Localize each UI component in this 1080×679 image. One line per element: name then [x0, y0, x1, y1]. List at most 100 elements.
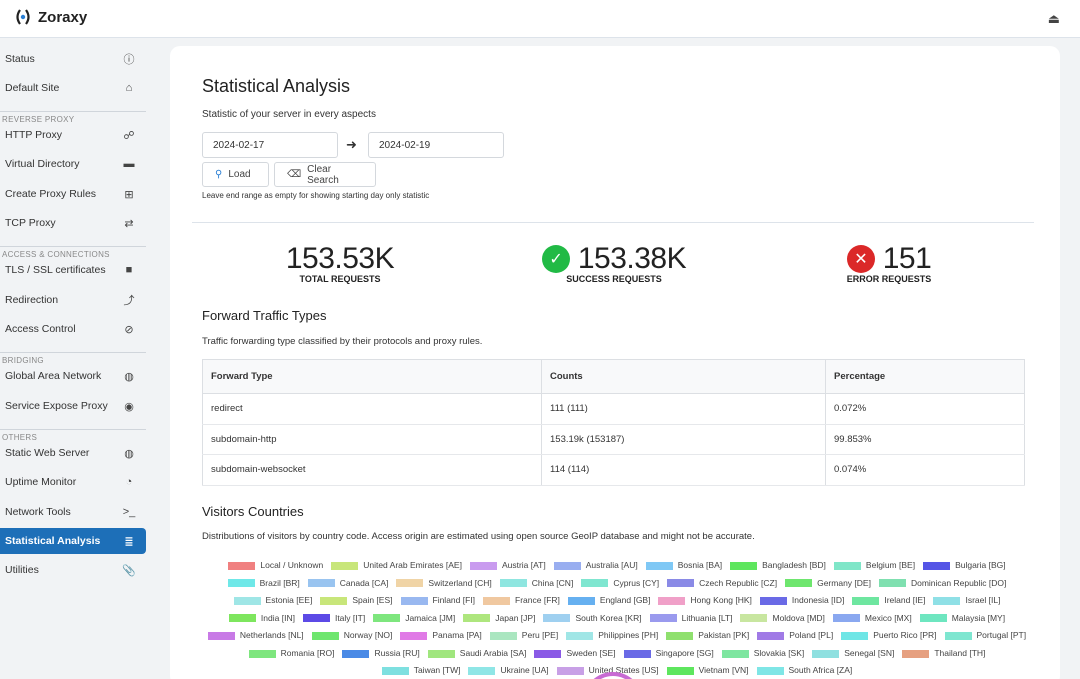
legend-item[interactable]: Malaysia [MY] — [919, 611, 1006, 627]
legend-item[interactable]: Ireland [IE] — [852, 593, 925, 609]
legend-swatch — [623, 649, 651, 658]
legend-item[interactable]: England [GB] — [567, 593, 650, 609]
legend-item[interactable]: Canada [CA] — [307, 576, 388, 592]
legend-item[interactable]: Senegal [SN] — [812, 646, 894, 662]
legend-item[interactable]: Bangladesh [BD] — [730, 558, 826, 574]
legend-item[interactable]: Panama [PA] — [400, 628, 482, 644]
clear-search-button[interactable]: ⌫ Clear Search — [274, 162, 376, 187]
legend-item[interactable]: Lithuania [LT] — [649, 611, 733, 627]
forward-traffic-table: Forward Type Counts Percentage redirect … — [202, 359, 1025, 486]
legend-item[interactable]: Romania [RO] — [248, 646, 334, 662]
section-header-access: ACCESS & CONNECTIONS — [0, 246, 146, 259]
legend-label: Portugal [PT] — [976, 630, 1027, 641]
legend-item[interactable]: China [CN] — [499, 576, 573, 592]
legend-item[interactable]: Taiwan [TW] — [381, 663, 460, 679]
legend-swatch — [400, 632, 428, 641]
sidebar-item-tls-certificates[interactable]: TLS / SSL certificates ■ — [0, 257, 146, 283]
legend-label: Bulgaria [BG] — [955, 560, 1006, 570]
legend-item[interactable]: Pakistan [PK] — [666, 628, 749, 644]
sidebar-item-service-expose-proxy[interactable]: Service Expose Proxy ◉ — [0, 393, 146, 419]
legend-item[interactable]: Russia [RU] — [342, 646, 420, 662]
success-requests-label: SUCCESS REQUESTS — [566, 274, 662, 284]
legend-label: Hong Kong [HK] — [690, 595, 752, 606]
legend-item[interactable]: Vietnam [VN] — [666, 663, 749, 679]
legend-item[interactable]: Dominican Republic [DO] — [878, 576, 1006, 592]
legend-swatch — [489, 632, 517, 641]
legend-label: Netherlands [NL] — [239, 630, 304, 641]
legend-item[interactable]: Portugal [PT] — [944, 628, 1027, 644]
legend-swatch — [381, 667, 409, 676]
legend-item[interactable]: Belgium [BE] — [833, 558, 915, 574]
sidebar-item-utilities[interactable]: Utilities 📎 — [0, 557, 146, 583]
legend-swatch — [666, 667, 694, 676]
legend-item[interactable]: Thailand [TH] — [902, 646, 985, 662]
legend-swatch — [400, 596, 428, 605]
table-row: subdomain-http 153.19k (153187) 99.853% — [202, 424, 1025, 455]
legend-item[interactable]: South Africa [ZA] — [756, 663, 852, 679]
sidebar-item-create-proxy-rules[interactable]: Create Proxy Rules ⊞ — [0, 181, 146, 207]
legend-item[interactable]: Peru [PE] — [489, 628, 558, 644]
legend-label: Lithuania [LT] — [681, 612, 733, 623]
legend-label: Malaysia [MY] — [951, 612, 1006, 623]
sidebar-item-status[interactable]: Status ⓘ — [0, 46, 146, 72]
end-date-input[interactable]: 2024-02-19 — [368, 132, 504, 158]
legend-item[interactable]: Norway [NO] — [311, 628, 392, 644]
legend-item[interactable]: Slovakia [SK] — [721, 646, 804, 662]
legend-item[interactable]: Italy [IT] — [302, 611, 365, 627]
sidebar-item-uptime-monitor[interactable]: Uptime Monitor ◔ — [0, 469, 146, 495]
legend-item[interactable]: Poland [PL] — [757, 628, 833, 644]
legend-item[interactable]: Germany [DE] — [785, 576, 871, 592]
legend-swatch — [785, 579, 813, 588]
legend-item[interactable]: Spain [ES] — [320, 593, 393, 609]
load-button[interactable]: ⚲ Load — [202, 162, 269, 187]
sidebar-item-http-proxy[interactable]: HTTP Proxy ☍ — [0, 122, 146, 148]
legend-item[interactable]: Austria [AT] — [469, 558, 546, 574]
sidebar-item-tcp-proxy[interactable]: TCP Proxy ⇄ — [0, 210, 146, 236]
sidebar-item-default-site[interactable]: Default Site ⌂ — [0, 75, 146, 101]
table-cell: 153.19k (153187) — [541, 424, 826, 455]
sidebar-item-access-control[interactable]: Access Control ⊘ — [0, 316, 146, 342]
legend-item[interactable]: Brazil [BR] — [227, 576, 300, 592]
legend-item[interactable]: Moldova [MD] — [740, 611, 825, 627]
arrow-right-icon: ➜ — [346, 137, 357, 152]
legend-item[interactable]: Singapore [SG] — [623, 646, 714, 662]
sidebar-item-label: Utilities — [5, 564, 39, 576]
legend-item[interactable]: Indonesia [ID] — [759, 593, 844, 609]
legend-item[interactable]: India [IN] — [228, 611, 295, 627]
legend-item[interactable]: Estonia [EE] — [233, 593, 312, 609]
legend-item[interactable]: Jamaica [JM] — [373, 611, 455, 627]
legend-item[interactable]: Saudi Arabia [SA] — [427, 646, 526, 662]
legend-item[interactable]: Cyprus [CY] — [581, 576, 659, 592]
legend-item[interactable]: Sweden [SE] — [534, 646, 616, 662]
sidebar-item-statistical-analysis[interactable]: Statistical Analysis ≣ — [0, 528, 146, 554]
legend-item[interactable]: Ukraine [UA] — [468, 663, 549, 679]
legend-label: Brazil [BR] — [259, 577, 300, 588]
logout-icon[interactable]: ⏏ — [1047, 11, 1060, 26]
legend-item[interactable]: Australia [AU] — [553, 558, 638, 574]
legend-swatch — [812, 649, 840, 658]
legend-item[interactable]: Czech Republic [CZ] — [667, 576, 777, 592]
sidebar-item-virtual-directory[interactable]: Virtual Directory ▬ — [0, 151, 146, 177]
legend-item[interactable]: Japan [JP] — [463, 611, 535, 627]
sidebar-item-global-area-network[interactable]: Global Area Network ◍ — [0, 363, 146, 389]
legend-item[interactable]: Switzerland [CH] — [396, 576, 492, 592]
legend-item[interactable]: Puerto Rico [PR] — [841, 628, 937, 644]
legend-item[interactable]: Finland [FI] — [400, 593, 475, 609]
start-date-input[interactable]: 2024-02-17 — [202, 132, 338, 158]
sidebar-item-network-tools[interactable]: Network Tools >_ — [0, 499, 146, 525]
sidebar-item-static-web-server[interactable]: Static Web Server ◍ — [0, 440, 146, 466]
legend-item[interactable]: Mexico [MX] — [832, 611, 912, 627]
legend-item[interactable]: Local / Unknown — [228, 558, 323, 574]
legend-item[interactable]: Israel [IL] — [933, 593, 1000, 609]
legend-item[interactable]: Philippines [PH] — [566, 628, 658, 644]
legend-item[interactable]: United States [US] — [556, 663, 659, 679]
legend-item[interactable]: Netherlands [NL] — [207, 628, 304, 644]
app-logo[interactable]: Zoraxy — [14, 8, 87, 26]
legend-item[interactable]: United Arab Emirates [AE] — [331, 558, 462, 574]
legend-item[interactable]: France [FR] — [483, 593, 560, 609]
legend-item[interactable]: Hong Kong [HK] — [658, 593, 752, 609]
legend-item[interactable]: Bosnia [BA] — [645, 558, 722, 574]
sidebar-item-redirection[interactable]: Redirection ⤴ — [0, 287, 146, 313]
legend-item[interactable]: Bulgaria [BG] — [923, 558, 1006, 574]
legend-item[interactable]: South Korea [KR] — [543, 611, 642, 627]
